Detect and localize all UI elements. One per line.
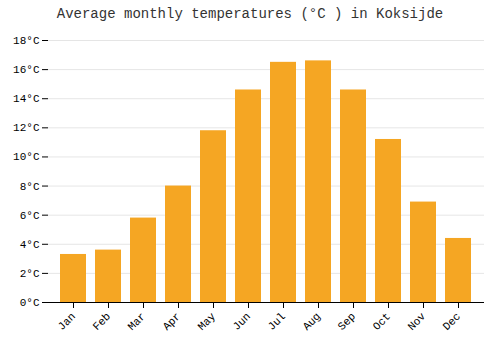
svg-text:16°C: 16°C (13, 64, 40, 76)
svg-text:6°C: 6°C (20, 210, 40, 222)
svg-text:10°C: 10°C (13, 151, 40, 163)
svg-text:4°C: 4°C (20, 239, 40, 251)
svg-text:12°C: 12°C (13, 122, 40, 134)
svg-text:Jul: Jul (266, 310, 288, 332)
svg-text:Oct: Oct (371, 310, 393, 332)
svg-text:May: May (196, 310, 219, 333)
svg-text:18°C: 18°C (13, 35, 40, 47)
svg-text:14°C: 14°C (13, 93, 40, 105)
svg-text:2°C: 2°C (20, 268, 40, 280)
svg-text:Jan: Jan (56, 310, 78, 332)
svg-text:8°C: 8°C (20, 181, 40, 193)
svg-text:Feb: Feb (91, 310, 113, 332)
svg-text:0°C: 0°C (20, 297, 40, 309)
svg-text:Aug: Aug (301, 310, 323, 332)
svg-text:Nov: Nov (406, 310, 429, 333)
html-text:Average monthly temperatures (: Average monthly temperatures (°C ) in Ko… (56, 6, 444, 22)
svg-text:Dec: Dec (441, 310, 463, 332)
svg-text:Jun: Jun (231, 310, 253, 332)
svg-text:Sep: Sep (336, 310, 358, 332)
svg-text:Mar: Mar (126, 310, 148, 332)
svg-text:Apr: Apr (161, 310, 183, 332)
